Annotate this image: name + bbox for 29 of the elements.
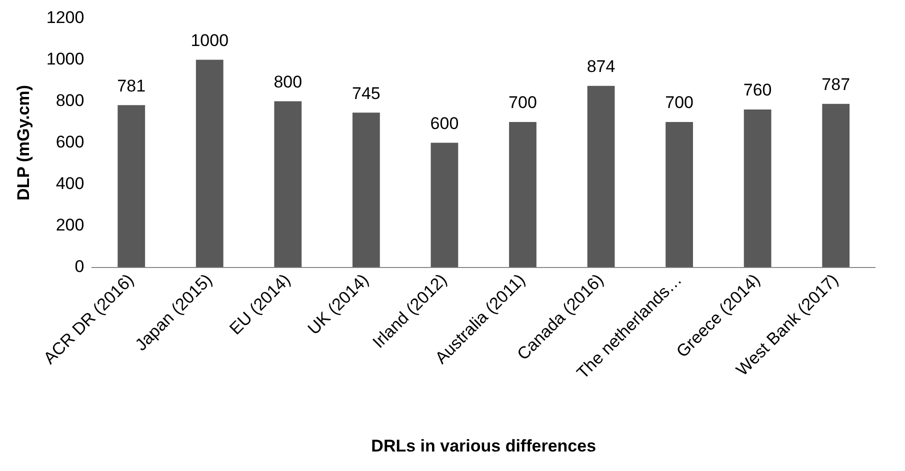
y-tick-label: 800 bbox=[56, 90, 84, 110]
x-axis-title: DRLs in various differences bbox=[371, 436, 596, 456]
data-label: 781 bbox=[117, 76, 146, 96]
y-tick-label: 200 bbox=[56, 215, 84, 234]
data-label: 700 bbox=[665, 93, 694, 112]
y-tick-label: 1000 bbox=[46, 49, 84, 68]
bar bbox=[744, 110, 772, 268]
data-label: 800 bbox=[274, 72, 302, 92]
bar bbox=[509, 122, 536, 268]
bar bbox=[587, 86, 615, 268]
bar bbox=[666, 122, 694, 268]
bar bbox=[430, 142, 458, 268]
data-label: 874 bbox=[586, 57, 616, 76]
data-label: 760 bbox=[743, 80, 772, 100]
y-tick-label: 600 bbox=[56, 132, 84, 152]
y-tick-label: 0 bbox=[74, 256, 84, 276]
bar bbox=[196, 60, 224, 268]
bar bbox=[274, 101, 302, 268]
data-label: 700 bbox=[508, 93, 537, 112]
data-label: 745 bbox=[352, 84, 380, 103]
bar bbox=[822, 104, 850, 268]
bar bbox=[118, 105, 146, 268]
y-axis-title: DLP (mGy.cm) bbox=[14, 84, 33, 201]
bar bbox=[352, 112, 380, 268]
data-label: 600 bbox=[430, 114, 459, 133]
data-label: 787 bbox=[822, 75, 850, 94]
y-tick-label: 1200 bbox=[46, 8, 84, 27]
y-tick-label: 400 bbox=[56, 174, 84, 193]
data-label: 1000 bbox=[190, 30, 229, 50]
